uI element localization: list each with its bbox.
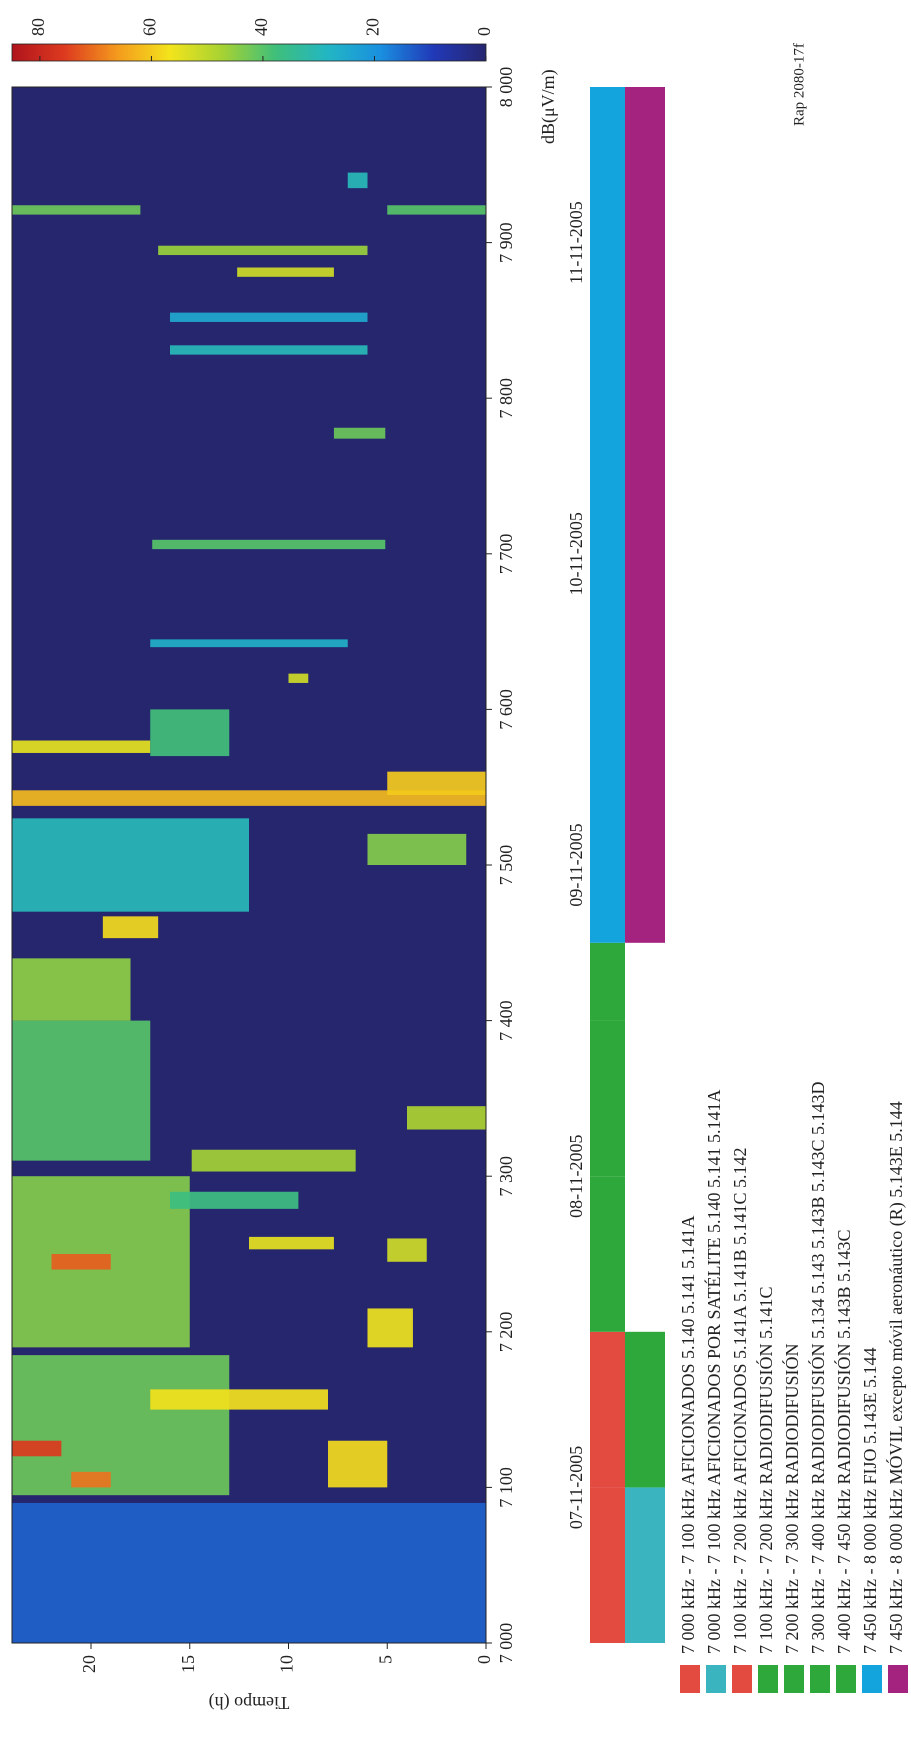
y-tick-label: 10 (277, 1655, 297, 1673)
heat-cell (387, 205, 486, 214)
x-tick-label: 7 500 (496, 845, 516, 886)
x-tick-label: 7 400 (496, 1000, 516, 1041)
heat-cell (368, 1308, 413, 1347)
x-tick-label: 7 800 (496, 378, 516, 419)
colorbar-title: dB(μV/m) (538, 69, 559, 144)
heat-cell (12, 1503, 486, 1643)
heat-cell (71, 1472, 111, 1488)
y-tick-label: 0 (474, 1655, 494, 1664)
heat-cell (152, 540, 385, 549)
heat-cell (407, 1106, 486, 1129)
legend-swatch (810, 1665, 830, 1693)
colorbar-tick-label: 60 (140, 18, 160, 36)
date-label: 09-11-2005 (566, 823, 586, 906)
colorbar-tick-label: 40 (251, 18, 271, 36)
date-label: 11-11-2005 (566, 201, 586, 284)
y-tick-label: 5 (375, 1655, 395, 1664)
legend-swatch (862, 1665, 882, 1693)
heat-cell (12, 958, 131, 1020)
heat-cell (12, 741, 150, 753)
legend-label: 7 400 kHz - 7 450 kHz RADIODIFUSIÓN 5.14… (833, 1230, 854, 1655)
allocation-band (590, 1021, 625, 1177)
heat-cell (368, 834, 467, 865)
legend-swatch (888, 1665, 908, 1693)
heat-cell (348, 173, 368, 189)
legend-swatch (680, 1665, 700, 1693)
heat-cell (170, 1192, 298, 1209)
heat-cell (12, 1355, 229, 1495)
colorbar (12, 44, 486, 61)
legend-swatch (706, 1665, 726, 1693)
heat-cell (334, 428, 385, 439)
heat-cell (289, 674, 309, 683)
heat-cell (12, 1021, 150, 1161)
x-tick-label: 7 000 (496, 1623, 516, 1664)
legend-label: 7 000 kHz - 7 100 kHz AFICIONADOS 5.140 … (678, 1216, 698, 1655)
allocation-band (590, 1176, 625, 1332)
x-tick-label: 7 100 (496, 1467, 516, 1508)
figure-id: Rap 2080-17f (791, 43, 807, 126)
heat-cell (249, 1237, 334, 1249)
legend-label: 7 450 kHz - 8 000 kHz FIJO 5.143E 5.144 (860, 1348, 880, 1654)
y-axis-title: Tiempo (h) (209, 1692, 290, 1713)
legend-swatch (836, 1665, 856, 1693)
heat-cell (150, 709, 229, 756)
heat-cell (192, 1150, 356, 1172)
x-tick-label: 7 900 (496, 222, 516, 263)
legend-label: 7 100 kHz - 7 200 kHz AFICIONADOS 5.141A… (730, 1147, 750, 1654)
allocation-band (625, 1487, 665, 1643)
heat-cell (103, 916, 158, 938)
heat-cell (170, 345, 368, 354)
figure: Tiempo (h) dB(μV/m) Rap 2080-17f 7 000 7 … (0, 0, 911, 1746)
allocation-band (625, 87, 665, 943)
date-label: 08-11-2005 (566, 1135, 586, 1218)
y-tick-label: 15 (178, 1655, 198, 1673)
heat-cell (12, 818, 249, 911)
x-tick-label: 7 600 (496, 689, 516, 730)
heat-cell (150, 639, 348, 647)
heat-cell (328, 1441, 387, 1488)
allocation-band (590, 1487, 625, 1643)
legend-label: 7 000 kHz - 7 100 kHz AFICIONADOS POR SA… (703, 1090, 724, 1655)
heat-cell (387, 1238, 427, 1261)
heat-cell (237, 267, 334, 276)
heat-cell (12, 1441, 61, 1457)
legend-swatch (732, 1665, 752, 1693)
legend-swatch (784, 1665, 804, 1693)
heat-cell (52, 1254, 111, 1270)
heat-cell (387, 772, 486, 795)
allocation-band (625, 1332, 665, 1488)
colorbar-tick-label: 80 (28, 18, 48, 36)
date-label: 10-11-2005 (566, 512, 586, 595)
date-label: 07-11-2005 (566, 1446, 586, 1529)
colorbar-tick-label: 0 (474, 27, 494, 36)
legend-swatch (758, 1665, 778, 1693)
colorbar-tick-label: 20 (363, 18, 383, 36)
allocation-band (590, 87, 625, 943)
x-tick-label: 8 000 (496, 67, 516, 108)
x-tick-label: 7 200 (496, 1312, 516, 1353)
legend-label: 7 100 kHz - 7 200 kHz RADIODIFUSIÓN 5.14… (755, 1287, 776, 1654)
allocation-band (590, 1332, 625, 1488)
heat-cell (150, 1389, 328, 1409)
heat-cell (12, 205, 140, 214)
landscape-frame: Tiempo (h) dB(μV/m) Rap 2080-17f 7 000 7 … (12, 18, 908, 1713)
legend-label: 7 200 kHz - 7 300 kHz RADIODIFUSIÓN (781, 1344, 802, 1654)
x-tick-label: 7 300 (496, 1156, 516, 1197)
y-tick-label: 20 (79, 1655, 99, 1673)
x-tick-label: 7 700 (496, 534, 516, 575)
legend-label: 7 450 kHz - 8 000 kHz MÓVIL excepto móvi… (885, 1101, 907, 1654)
legend-label: 7 300 kHz - 7 400 kHz RADIODIFUSIÓN 5.13… (807, 1082, 828, 1654)
allocation-band (590, 943, 625, 1021)
heat-cell (158, 246, 367, 255)
heat-cell (170, 313, 368, 322)
